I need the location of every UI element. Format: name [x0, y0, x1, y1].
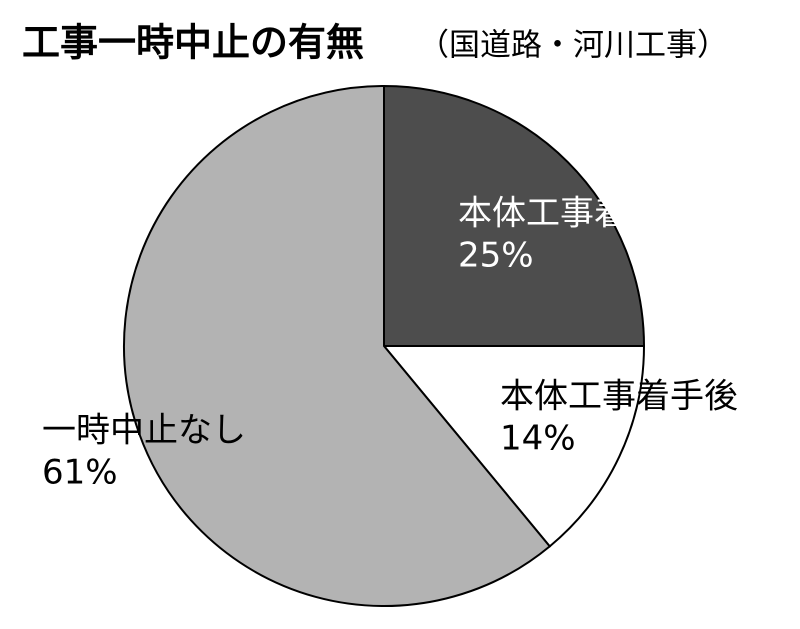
value-label: 14% — [500, 419, 576, 459]
slice-label: 一時中止なし — [42, 411, 246, 451]
value-label: 25% — [458, 236, 534, 276]
chart-subtitle: （国道路・河川工事） — [418, 28, 728, 64]
value-label: 61% — [42, 453, 118, 493]
pie — [123, 84, 646, 607]
chart-title: 工事一時中止の有無 — [22, 21, 364, 65]
slice-label: 本体工事着手前 — [458, 194, 696, 234]
pie-slice — [381, 345, 646, 548]
slice-label: 本体工事着手後 — [500, 377, 738, 417]
pie-slice — [123, 84, 552, 607]
pie-slice — [383, 84, 646, 347]
